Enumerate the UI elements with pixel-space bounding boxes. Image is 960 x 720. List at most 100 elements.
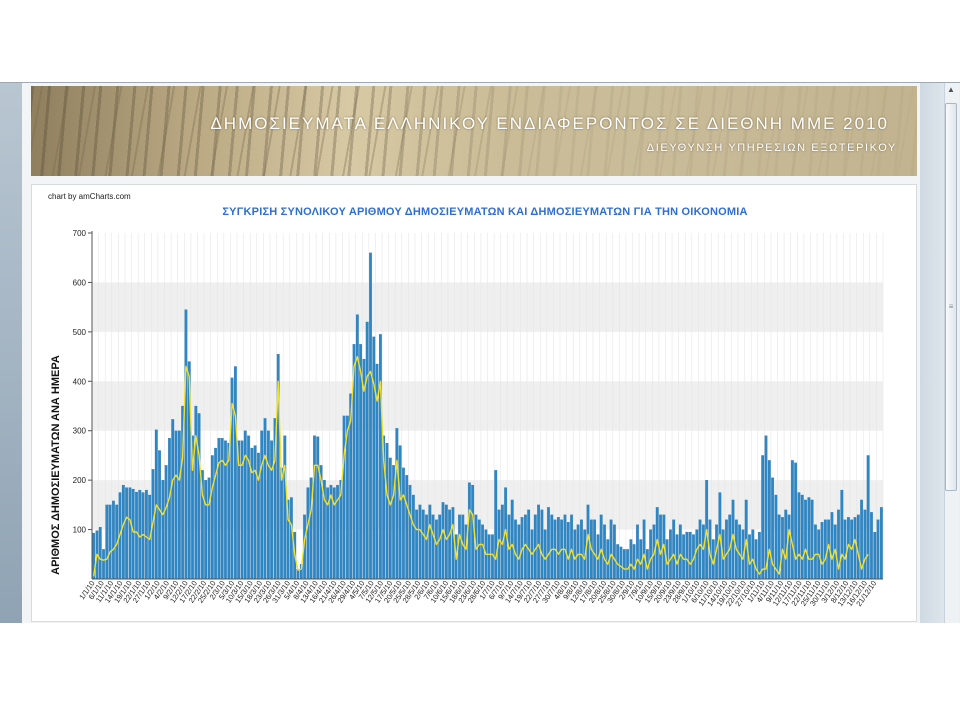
bar [144,489,148,580]
bar [804,499,807,580]
banner-title: ΔΗΜΟΣΙΕΥΜΑΤΑ ΕΛΛΗΝΙΚΟΥ ΕΝΔΙΑΦΕΡΟΝΤΟΣ ΣΕ … [210,114,889,133]
bar [263,418,267,580]
bar [260,430,264,580]
bar [487,534,491,580]
bar [639,539,643,580]
bar [316,436,320,580]
bar [435,519,438,580]
bar [105,504,109,580]
bar [369,252,372,580]
bar [171,419,175,580]
bar [863,509,867,580]
bar [797,492,801,580]
y-tick-labels: 100 200 300 400 500 600 700 [73,229,92,535]
bar [210,455,214,580]
bar [784,509,788,580]
y-tick-label: 300 [73,427,87,436]
bar [642,519,646,580]
bar [372,336,376,580]
bar [125,487,128,580]
bar [431,514,435,580]
y-tick-label: 500 [73,328,87,337]
bar [428,504,432,580]
bar [128,487,132,580]
bar [547,507,550,580]
bar [224,440,227,580]
bar [669,529,672,580]
bar [566,522,570,580]
bar [441,502,445,580]
bar [787,514,791,580]
bar [494,470,498,580]
bar [843,519,847,580]
bar [448,509,451,580]
bar [672,519,676,580]
bar [266,430,270,580]
bar [379,334,382,580]
bar [421,509,425,580]
chart-credit-link[interactable]: chart by amCharts.com [48,192,131,201]
bar [613,524,616,580]
bar [879,507,883,580]
bar [438,514,442,580]
bar [517,524,521,580]
bar [856,514,860,580]
bar [695,529,699,580]
bar [280,467,283,580]
header-banner: ΔΗΜΟΣΙΕΥΜΑΤΑ ΕΛΛΗΝΙΚΟΥ ΕΝΔΙΑΦΕΡΟΝΤΟΣ ΣΕ … [31,86,917,176]
bar [481,524,484,580]
bar [121,484,125,580]
bar [626,549,629,580]
bar [388,457,392,580]
bar [764,435,768,580]
bar [253,445,257,580]
bar [207,477,211,580]
scrollbar-thumb[interactable] [945,103,957,491]
bar [678,524,682,580]
vertical-gridlines [91,233,884,579]
x-tick-labels: 1/1/106/1/1011/1/1014/1/1019/1/1022/1/10… [77,579,878,608]
bar [112,500,115,580]
y-tick-label: 600 [73,278,87,287]
bar [701,524,705,580]
bar [794,462,798,580]
bar [876,519,880,580]
line-series-path [92,355,869,577]
scrollbar-grip-icon: ≡ [948,302,954,311]
bar [603,524,606,580]
bar [800,494,804,580]
chart-title: ΣΥΓΚΡΙΣΗ ΣΥΝΟΛΙΚΟΥ ΑΡΙΘΜΟΥ ΔΗΜΟΣΙΕΥΜΑΤΩΝ… [222,206,748,218]
bar [220,438,224,580]
bar [477,519,481,580]
bar [418,504,422,580]
bar [823,519,827,580]
bar [870,512,873,580]
bar [774,494,778,580]
bar [408,484,412,580]
bar [204,480,208,580]
bar [550,514,554,580]
bar [161,480,165,580]
bar [467,482,471,580]
bar [593,519,596,580]
bar [754,539,758,580]
bar [184,309,188,580]
bar [790,460,794,580]
vertical-scrollbar[interactable]: ▲ ≡ [920,83,960,623]
bar [385,442,389,580]
bar [425,514,428,580]
y-tick-label: 400 [73,377,87,386]
bar [810,499,814,580]
bar [458,514,461,580]
bar [135,491,138,580]
bar [108,504,112,580]
bar [543,529,547,580]
bar [164,465,168,580]
bar [725,519,728,580]
bar [781,517,784,580]
bar [247,435,250,580]
bar [853,517,857,580]
bar [751,529,755,580]
scroll-up-arrow-icon[interactable]: ▲ [947,85,955,94]
